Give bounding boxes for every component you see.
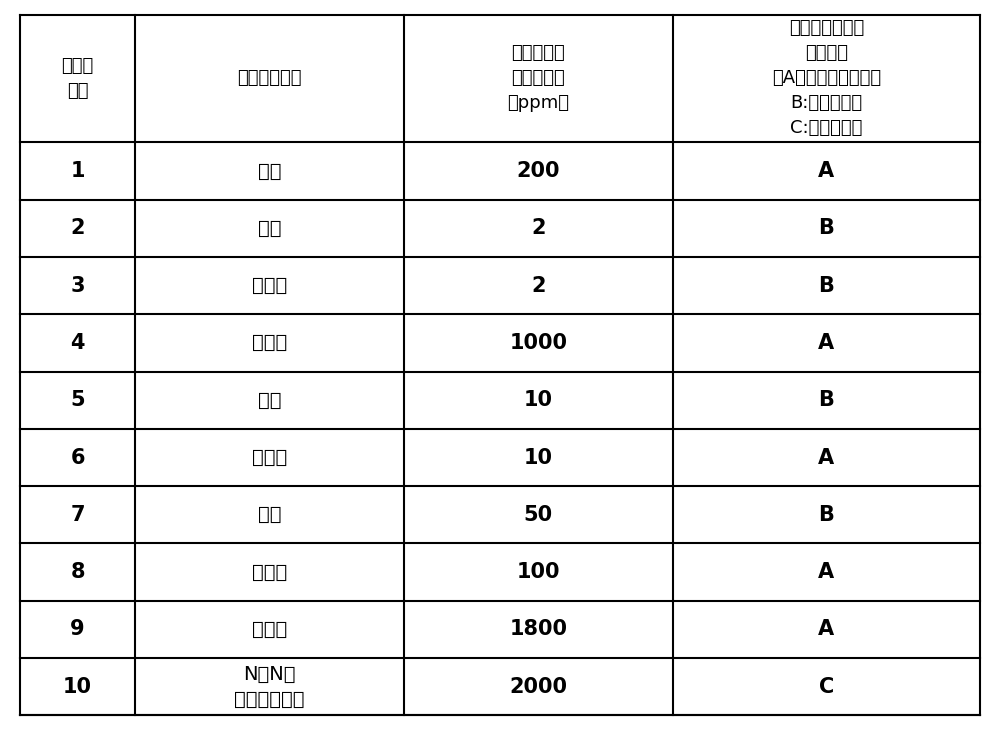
- Text: 8: 8: [70, 562, 85, 582]
- Text: 三甲胺: 三甲胺: [252, 334, 287, 353]
- Text: 100: 100: [517, 562, 560, 582]
- Text: 10: 10: [524, 447, 553, 467]
- Text: B: B: [818, 276, 834, 296]
- Text: A: A: [818, 620, 834, 639]
- Text: 7: 7: [70, 505, 85, 525]
- Text: 氨气: 氨气: [258, 161, 281, 180]
- Text: C: C: [819, 677, 834, 696]
- Text: 10: 10: [524, 391, 553, 410]
- Text: 2000: 2000: [509, 677, 567, 696]
- Text: 乙胺: 乙胺: [258, 505, 281, 524]
- Text: 50: 50: [524, 505, 553, 525]
- Text: 甲胺: 甲胺: [258, 391, 281, 410]
- Text: N，N－
二异丙基乙胺: N，N－ 二异丙基乙胺: [234, 665, 305, 709]
- Text: 2: 2: [531, 218, 546, 238]
- Text: 氨气: 氨气: [258, 219, 281, 238]
- Text: 二甲胺: 二甲胺: [252, 448, 287, 467]
- Text: 加臭剂的种类: 加臭剂的种类: [237, 69, 302, 88]
- Text: 通过鼻子实现的
检测结果
（A：非常强烈地发臭
B:强烈地发臭
C:稍微发臭）: 通过鼻子实现的 检测结果 （A：非常强烈地发臭 B:强烈地发臭 C:稍微发臭）: [772, 20, 881, 137]
- Text: 2: 2: [531, 276, 546, 296]
- Text: B: B: [818, 218, 834, 238]
- Text: A: A: [818, 447, 834, 467]
- Text: 1: 1: [70, 161, 85, 181]
- Text: 2: 2: [70, 218, 85, 238]
- Text: 实施例
序号: 实施例 序号: [61, 57, 94, 100]
- Text: 三甲胺: 三甲胺: [252, 276, 287, 295]
- Text: A: A: [818, 333, 834, 353]
- Text: 三乙胺: 三乙胺: [252, 620, 287, 639]
- Text: A: A: [818, 161, 834, 181]
- Text: 向燃料气体
的添加浓度
（ppm）: 向燃料气体 的添加浓度 （ppm）: [507, 45, 569, 112]
- Text: 1000: 1000: [509, 333, 567, 353]
- Text: 5: 5: [70, 391, 85, 410]
- Text: 9: 9: [70, 620, 85, 639]
- Text: A: A: [818, 562, 834, 582]
- Text: B: B: [818, 391, 834, 410]
- Text: 二乙胺: 二乙胺: [252, 563, 287, 582]
- Text: B: B: [818, 505, 834, 525]
- Text: 4: 4: [70, 333, 85, 353]
- Text: 6: 6: [70, 447, 85, 467]
- Text: 200: 200: [517, 161, 560, 181]
- Text: 10: 10: [63, 677, 92, 696]
- Text: 3: 3: [70, 276, 85, 296]
- Text: 1800: 1800: [509, 620, 567, 639]
